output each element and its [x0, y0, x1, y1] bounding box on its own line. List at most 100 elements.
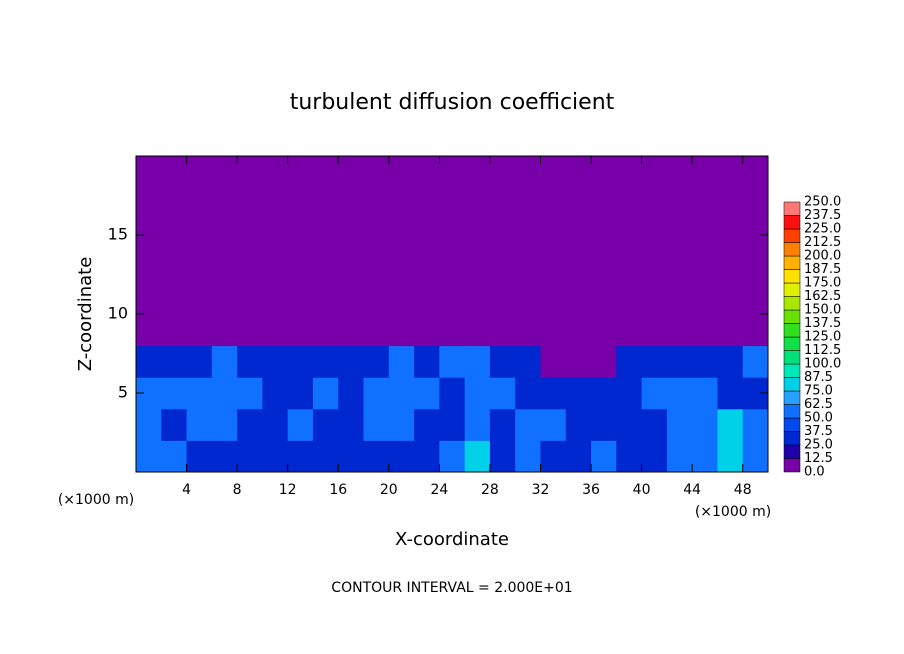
- heat-cell: [641, 345, 668, 378]
- heat-cell: [186, 156, 213, 189]
- heat-cell: [591, 314, 617, 347]
- heat-cell: [338, 282, 365, 315]
- heat-cell: [161, 219, 188, 252]
- heat-cell: [136, 156, 162, 189]
- heat-cell: [136, 408, 162, 441]
- heat-cell: [237, 187, 263, 220]
- heat-cell: [186, 187, 213, 220]
- heat-cell: [565, 377, 592, 410]
- heat-cell: [565, 314, 592, 347]
- heat-cell: [439, 440, 466, 473]
- x-tick-label: 44: [683, 482, 701, 498]
- colorbar-swatch: [783, 323, 801, 338]
- heat-cell: [616, 219, 643, 252]
- colorbar-label: 137.5: [804, 316, 841, 331]
- heat-cell: [717, 408, 744, 441]
- heat-cell: [136, 345, 162, 378]
- heat-cell: [262, 282, 289, 315]
- heat-cell: [211, 345, 238, 378]
- heat-cell: [717, 314, 744, 347]
- heat-cell: [439, 250, 466, 283]
- heat-cell: [489, 282, 516, 315]
- heat-cell: [641, 408, 668, 441]
- heat-cell: [186, 219, 213, 252]
- x-tick-label: 4: [182, 482, 191, 498]
- heat-cell: [186, 377, 213, 410]
- heat-cell: [211, 187, 238, 220]
- colorbar-swatch: [783, 350, 801, 365]
- heat-cell: [717, 250, 744, 283]
- heat-cell: [312, 440, 339, 473]
- colorbar-label: 0.0: [804, 465, 825, 480]
- heat-cell: [161, 408, 188, 441]
- heat-cell: [591, 156, 617, 189]
- heat-cell: [363, 282, 390, 315]
- heat-cell: [237, 314, 263, 347]
- heat-cell: [742, 408, 769, 441]
- heat-cell: [540, 314, 567, 347]
- heat-cell: [666, 282, 693, 315]
- heat-cell: [363, 156, 390, 189]
- heat-cell: [439, 408, 466, 441]
- heat-cell: [717, 345, 744, 378]
- heat-cell: [388, 187, 415, 220]
- heat-cell: [666, 219, 693, 252]
- heat-cell: [666, 345, 693, 378]
- colorbar-swatch: [783, 336, 801, 351]
- heat-cell: [641, 250, 668, 283]
- heat-cell: [388, 250, 415, 283]
- heat-cell: [464, 250, 491, 283]
- heat-cell: [692, 250, 718, 283]
- heat-cell: [641, 314, 668, 347]
- heat-cell: [363, 408, 390, 441]
- heat-cell: [338, 314, 365, 347]
- heat-cell: [161, 187, 188, 220]
- heat-cell: [388, 440, 415, 473]
- heat-cell: [363, 377, 390, 410]
- heat-cell: [414, 440, 440, 473]
- heat-cell: [666, 250, 693, 283]
- heat-cell: [616, 408, 643, 441]
- heat-cell: [262, 345, 289, 378]
- heat-cell: [717, 156, 744, 189]
- heat-cell: [540, 219, 567, 252]
- heat-cell: [338, 440, 365, 473]
- heat-cell: [338, 187, 365, 220]
- heat-cell: [464, 345, 491, 378]
- heat-cell: [464, 219, 491, 252]
- heat-cell: [641, 187, 668, 220]
- heat-cell: [616, 250, 643, 283]
- heat-cell: [540, 440, 567, 473]
- heat-cell: [540, 408, 567, 441]
- heat-cell: [414, 408, 440, 441]
- heat-cell: [287, 250, 314, 283]
- colorbar-label: 175.0: [804, 276, 841, 291]
- heat-cell: [515, 156, 541, 189]
- x-axis-label: X-coordinate: [395, 529, 509, 550]
- heat-cell: [287, 440, 314, 473]
- heat-cell: [464, 377, 491, 410]
- heat-cell: [591, 440, 617, 473]
- chart-title: turbulent diffusion coefficient: [290, 90, 615, 115]
- heat-cell: [161, 282, 188, 315]
- colorbar-label: 25.0: [804, 438, 833, 453]
- heat-cell: [591, 250, 617, 283]
- colorbar-label: 200.0: [804, 249, 841, 264]
- heat-cell: [186, 282, 213, 315]
- heat-cell: [515, 187, 541, 220]
- heat-cell: [262, 408, 289, 441]
- heat-cell: [565, 250, 592, 283]
- x-unit-right: (×1000 m): [695, 504, 771, 520]
- colorbar-swatch: [783, 431, 801, 446]
- heat-cell: [439, 187, 466, 220]
- x-tick-label: 32: [532, 482, 550, 498]
- heat-cell: [338, 219, 365, 252]
- colorbar-swatch: [783, 444, 801, 459]
- heat-cell: [641, 219, 668, 252]
- colorbar-label: 187.5: [804, 262, 841, 277]
- heat-cell: [692, 408, 718, 441]
- heat-cell: [464, 440, 491, 473]
- heat-cell: [388, 345, 415, 378]
- heat-cell: [237, 377, 263, 410]
